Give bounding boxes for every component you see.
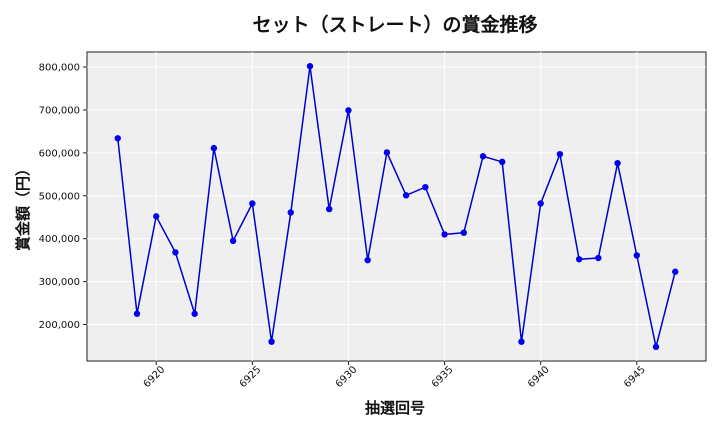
- data-point: [191, 310, 198, 317]
- data-point: [422, 183, 429, 191]
- x-axis-label: 抽選回号: [365, 399, 425, 417]
- data-point: [460, 229, 467, 236]
- x-tick-label: 6925: [238, 364, 264, 390]
- chart-title: セット（ストレート）の賞金推移: [252, 13, 537, 36]
- x-tick-label: 6945: [622, 364, 648, 390]
- y-tick-label: 500,000: [39, 191, 80, 202]
- data-point: [518, 338, 525, 345]
- data-point: [229, 237, 237, 245]
- x-tick-label: 6930: [334, 364, 360, 390]
- data-point: [479, 153, 487, 160]
- y-tick-label: 400,000: [39, 234, 80, 245]
- grid: [87, 52, 706, 361]
- data-point: [268, 338, 275, 345]
- y-tick-label: 300,000: [39, 277, 80, 288]
- plot-area: [86, 51, 707, 362]
- data-point: [537, 200, 544, 207]
- data-point: [441, 231, 448, 238]
- y-tick-label: 700,000: [39, 105, 80, 116]
- data-point: [499, 158, 506, 166]
- data-point: [326, 205, 333, 213]
- x-tick-label: 6935: [430, 364, 456, 390]
- x-axis: 6920 6925 6930 6935 6940 6945: [142, 361, 648, 390]
- data-point: [652, 343, 660, 351]
- data-point: [287, 209, 294, 216]
- series: [114, 62, 679, 351]
- x-tick-label: 6920: [142, 364, 168, 390]
- data-point: [575, 256, 583, 263]
- data-point: [133, 310, 141, 317]
- data-point: [114, 135, 121, 142]
- y-tick-label: 200,000: [39, 320, 80, 331]
- data-point: [364, 256, 371, 264]
- data-point: [383, 149, 391, 156]
- data-point: [595, 254, 602, 262]
- y-axis-label: 賞金額（円）: [14, 161, 32, 251]
- data-point: [556, 150, 564, 158]
- x-tick-label: 6940: [526, 364, 552, 390]
- data-point: [172, 249, 179, 256]
- data-point: [402, 192, 410, 199]
- y-axis: 200,000 300,000 400,000 500,000 600,000 700,0…: [39, 63, 87, 331]
- data-point: [153, 213, 160, 220]
- data-point: [614, 159, 621, 167]
- data-point: [306, 62, 314, 70]
- data-point: [345, 107, 352, 114]
- y-tick-label: 800,000: [39, 63, 80, 74]
- data-point: [210, 144, 218, 152]
- data-point: [249, 200, 256, 207]
- y-tick-label: 600,000: [39, 148, 80, 159]
- data-point: [633, 252, 640, 259]
- data-point: [672, 268, 679, 275]
